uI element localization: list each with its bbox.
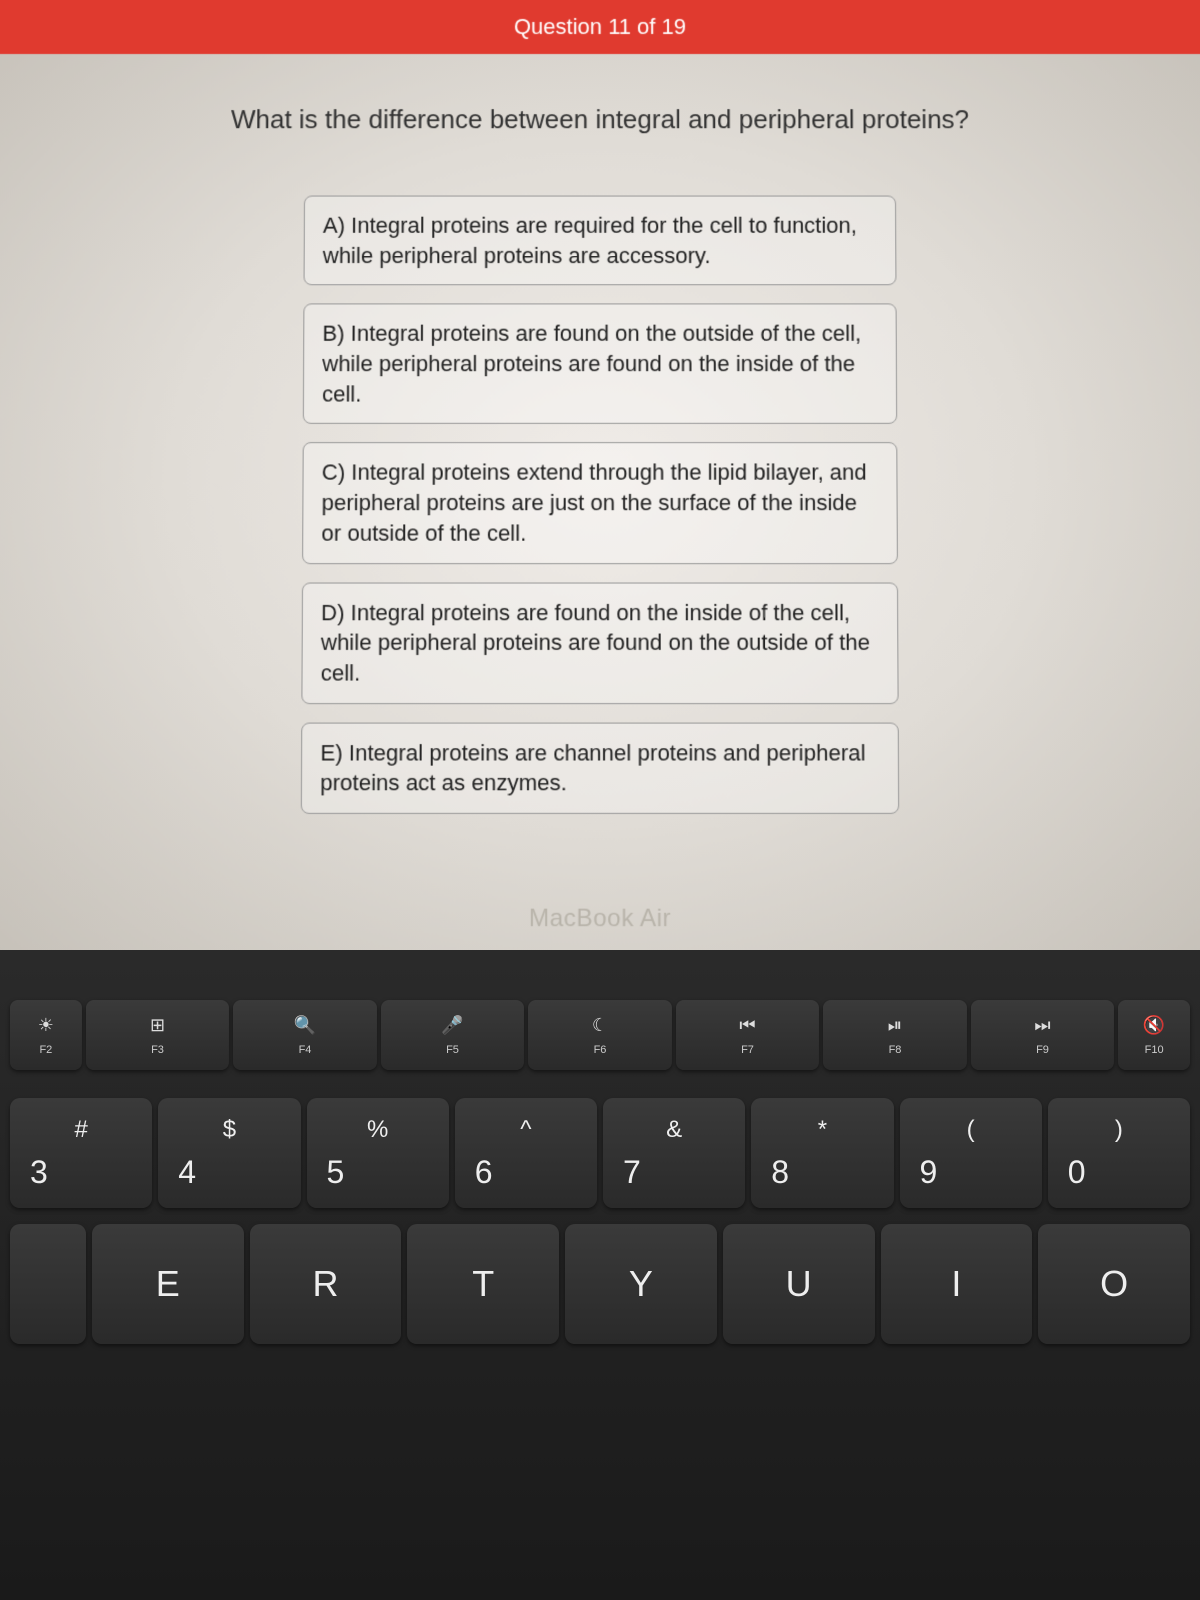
- letter-key-r: R: [250, 1224, 402, 1344]
- brightness-icon: ☀: [38, 1015, 54, 1036]
- letter-key-partial: [10, 1224, 86, 1344]
- key-number: 7: [623, 1154, 641, 1191]
- key-symbol: &: [666, 1116, 682, 1144]
- fn-label: F5: [446, 1044, 459, 1056]
- forward-icon: ⏭: [1034, 1015, 1050, 1036]
- key-number: 4: [178, 1154, 196, 1191]
- key-number: 6: [475, 1154, 493, 1191]
- fn-key-f2: ☀ F2: [10, 1000, 82, 1070]
- letter-key-i: I: [881, 1224, 1033, 1344]
- question-text: What is the difference between integral …: [149, 104, 1051, 135]
- fn-key-f3: ⊞ F3: [86, 1000, 230, 1070]
- answer-option-a[interactable]: A) Integral proteins are required for th…: [304, 196, 897, 286]
- progress-header: Question 11 of 19: [0, 0, 1200, 54]
- fn-key-f4: 🔍 F4: [233, 1000, 377, 1070]
- num-key-7: & 7: [603, 1098, 745, 1208]
- progress-text: Question 11 of 19: [514, 14, 686, 39]
- mute-icon: 🔇: [1143, 1015, 1165, 1036]
- fn-label: F4: [299, 1044, 312, 1056]
- answer-option-d[interactable]: D) Integral proteins are found on the in…: [301, 582, 898, 704]
- function-key-row: ☀ F2 ⊞ F3 🔍 F4 🎤 F5 ☾ F6 ⏮ F7 ⏯ F8 ⏭ F: [0, 980, 1200, 1090]
- laptop-model-label: MacBook Air: [0, 904, 1200, 933]
- mission-control-icon: ⊞: [150, 1015, 165, 1036]
- number-key-row: # 3 $ 4 % 5 ^ 6 & 7 * 8 ( 9 ) 0: [0, 1090, 1200, 1216]
- play-pause-icon: ⏯: [888, 1015, 902, 1036]
- fn-label: F3: [151, 1044, 164, 1056]
- key-symbol: ^: [520, 1116, 531, 1144]
- screen-display: Question 11 of 19 What is the difference…: [0, 0, 1200, 965]
- fn-key-f7: ⏮ F7: [676, 1000, 820, 1070]
- num-key-3: # 3: [10, 1098, 152, 1208]
- fn-key-f5: 🎤 F5: [381, 1000, 525, 1070]
- quiz-content: What is the difference between integral …: [0, 54, 1200, 863]
- letter-key-y: Y: [565, 1224, 717, 1344]
- num-key-8: * 8: [751, 1098, 893, 1208]
- fn-label: F8: [889, 1044, 902, 1056]
- key-number: 8: [771, 1154, 789, 1191]
- answer-option-b[interactable]: B) Integral proteins are found on the ou…: [303, 304, 897, 425]
- letter-key-row: E R T Y U I O: [0, 1216, 1200, 1352]
- key-number: 0: [1068, 1154, 1086, 1191]
- num-key-4: $ 4: [158, 1098, 300, 1208]
- letter-key-t: T: [407, 1224, 559, 1344]
- letter-key-o: O: [1038, 1224, 1190, 1344]
- fn-label: F9: [1036, 1044, 1049, 1056]
- search-icon: 🔍: [294, 1015, 316, 1036]
- mic-icon: 🎤: [441, 1015, 463, 1036]
- fn-label: F6: [594, 1044, 607, 1056]
- answer-option-c[interactable]: C) Integral proteins extend through the …: [302, 443, 898, 564]
- key-symbol: $: [223, 1116, 236, 1144]
- key-number: 9: [920, 1154, 938, 1191]
- num-key-0: ) 0: [1048, 1098, 1190, 1208]
- key-number: 3: [30, 1154, 48, 1191]
- key-symbol: *: [818, 1116, 827, 1144]
- laptop-keyboard: ☀ F2 ⊞ F3 🔍 F4 🎤 F5 ☾ F6 ⏮ F7 ⏯ F8 ⏭ F: [0, 950, 1200, 1600]
- key-symbol: (: [967, 1116, 975, 1144]
- fn-label: F7: [741, 1044, 754, 1056]
- letter-key-e: E: [92, 1224, 244, 1344]
- num-key-6: ^ 6: [455, 1098, 597, 1208]
- fn-key-f8: ⏯ F8: [823, 1000, 967, 1070]
- num-key-9: ( 9: [900, 1098, 1042, 1208]
- dnd-icon: ☾: [592, 1015, 608, 1036]
- answer-option-e[interactable]: E) Integral proteins are channel protein…: [301, 722, 899, 814]
- key-symbol: #: [74, 1116, 87, 1144]
- answers-list: A) Integral proteins are required for th…: [301, 196, 899, 814]
- fn-key-f10: 🔇 F10: [1118, 1000, 1190, 1070]
- num-key-5: % 5: [307, 1098, 449, 1208]
- key-symbol: %: [367, 1116, 388, 1144]
- fn-key-f9: ⏭ F9: [971, 1000, 1115, 1070]
- fn-label: F10: [1145, 1044, 1164, 1056]
- letter-key-u: U: [723, 1224, 875, 1344]
- fn-label: F2: [39, 1044, 52, 1056]
- key-symbol: ): [1115, 1116, 1123, 1144]
- key-number: 5: [327, 1154, 345, 1191]
- rewind-icon: ⏮: [739, 1015, 755, 1036]
- fn-key-f6: ☾ F6: [528, 1000, 672, 1070]
